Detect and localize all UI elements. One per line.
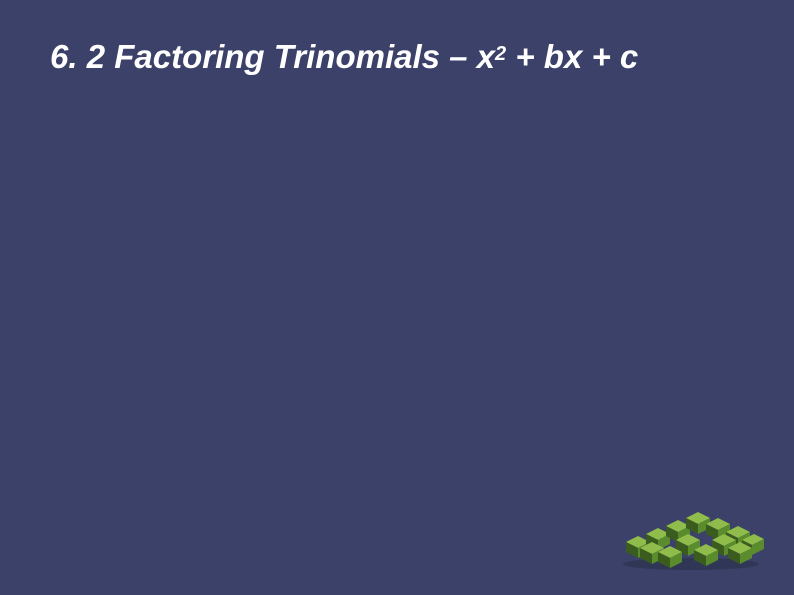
title-exponent: 2 [495, 43, 506, 65]
title-prefix: 6. 2 Factoring Trinomials – x [50, 38, 495, 75]
slide-title: 6. 2 Factoring Trinomials – x2 + bx + c [50, 38, 750, 76]
maze-icon [616, 492, 766, 577]
title-suffix: + bx + c [506, 38, 638, 75]
